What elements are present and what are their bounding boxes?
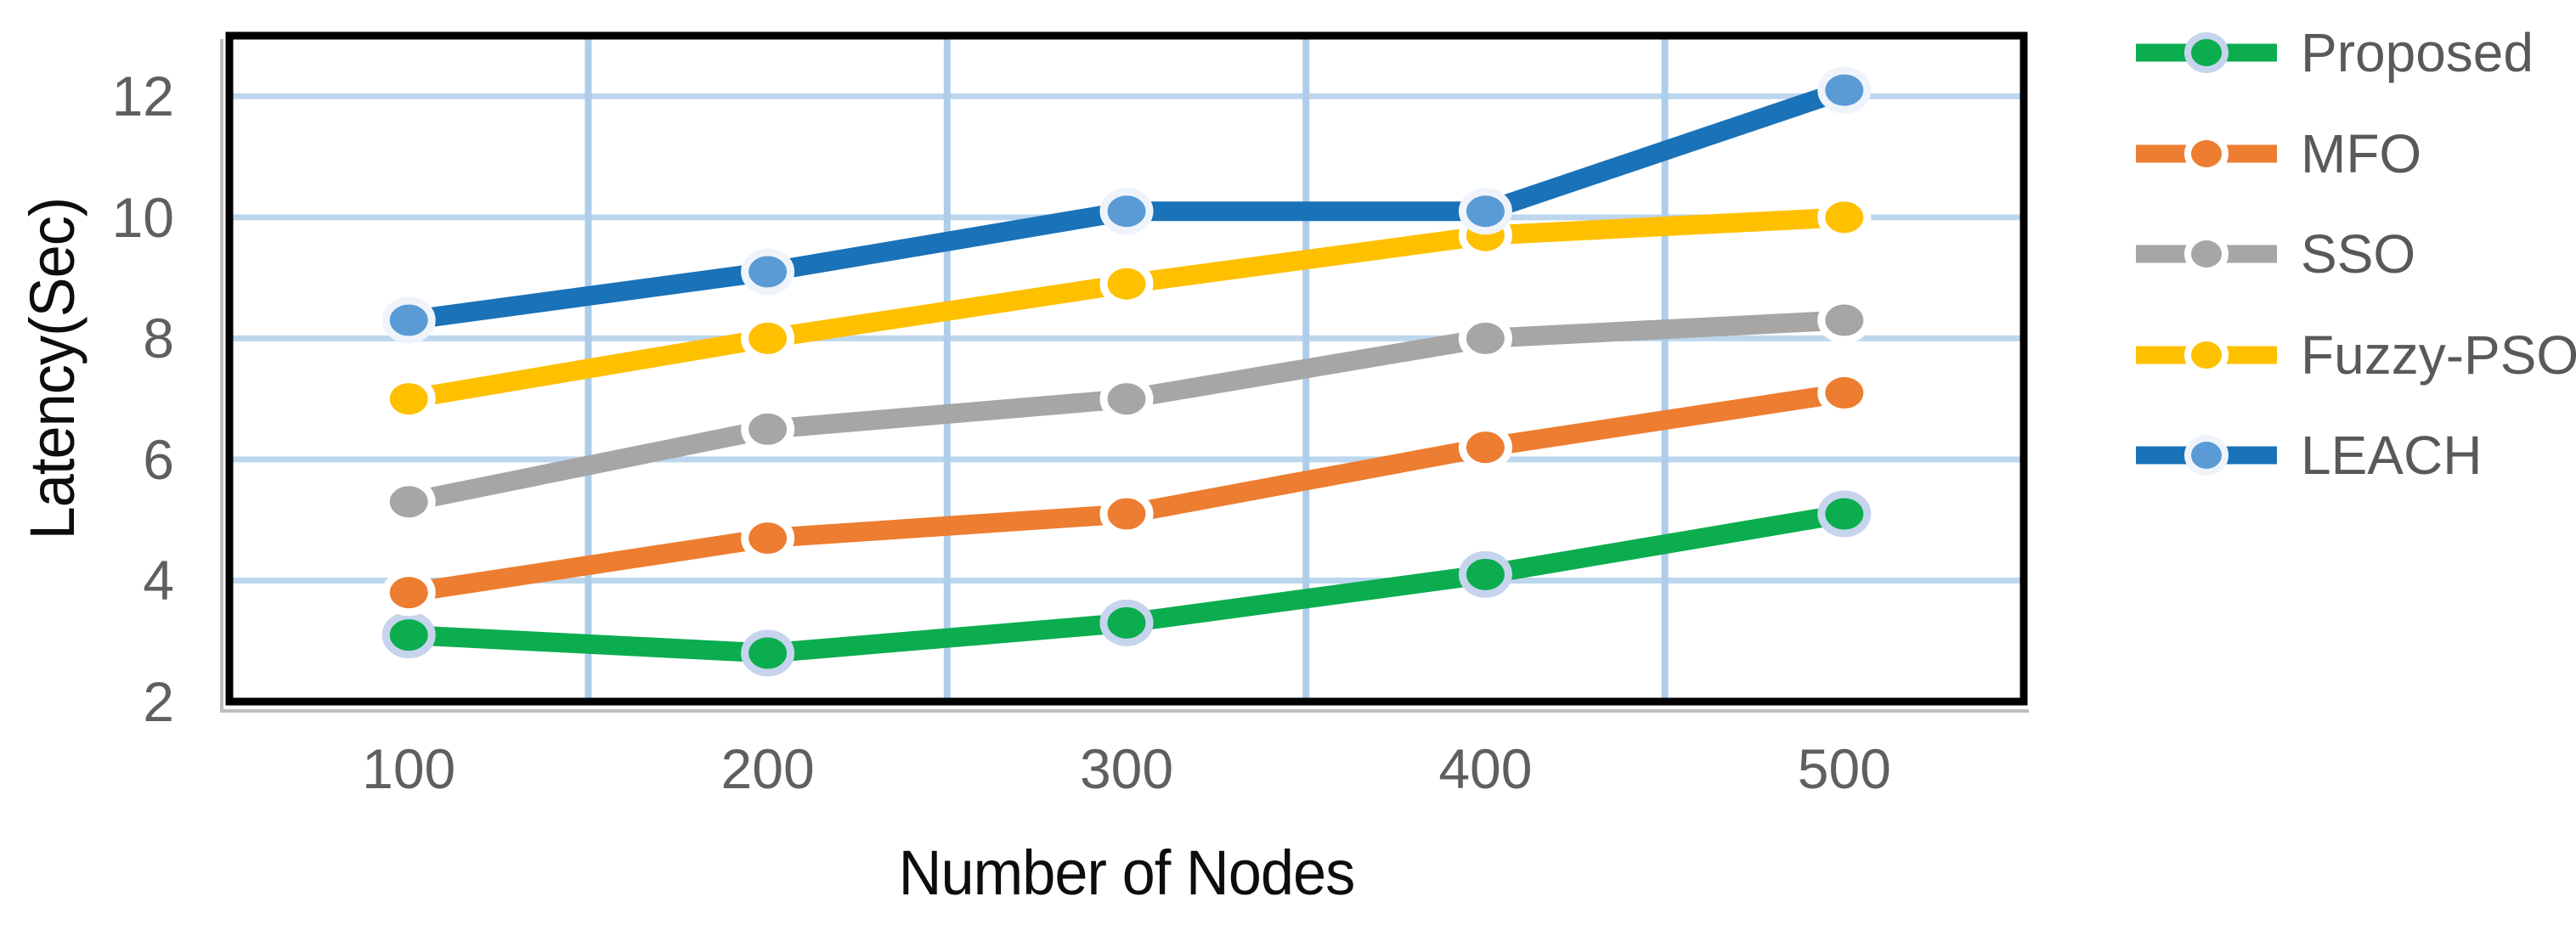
- legend-item-fuzzy-pso: Fuzzy-PSO: [2134, 317, 2576, 393]
- data-point-leach-300: [1099, 188, 1154, 235]
- data-point-proposed-200: [741, 629, 795, 677]
- data-point-sso-400: [1458, 314, 1512, 362]
- data-point-proposed-300: [1099, 599, 1154, 646]
- data-point-fuzzy-pso-300: [1099, 260, 1154, 307]
- data-point-proposed-500: [1817, 490, 1872, 538]
- legend-item-leach: LEACH: [2134, 417, 2482, 493]
- x-axis-tick-label: 400: [1438, 737, 1533, 800]
- data-point-mfo-100: [381, 569, 436, 617]
- legend-item-proposed: Proposed: [2134, 14, 2534, 91]
- x-axis-tick-label: 500: [1797, 737, 1891, 800]
- y-axis-tick-label: 4: [143, 549, 174, 612]
- y-axis-tick-label: 10: [111, 185, 174, 249]
- data-point-mfo-400: [1458, 424, 1512, 471]
- legend-marker-icon: [2136, 32, 2277, 73]
- x-axis-title: Number of Nodes: [898, 837, 1356, 908]
- legend-item-label: LEACH: [2301, 425, 2483, 486]
- y-axis-title: Latency(Sec): [17, 197, 88, 540]
- legend-marker-icon: [2136, 133, 2277, 174]
- data-point-leach-400: [1458, 188, 1512, 235]
- legend-item-mfo: MFO: [2134, 116, 2421, 192]
- series-line-fuzzy-pso: [398, 207, 1855, 409]
- data-point-proposed-100: [381, 612, 436, 659]
- legend-marker-icon: [2136, 435, 2277, 476]
- legend-marker-icon: [2136, 234, 2277, 274]
- data-point-fuzzy-pso-200: [741, 314, 795, 362]
- data-point-sso-300: [1099, 375, 1154, 423]
- legend-item-label: Proposed: [2301, 22, 2534, 83]
- data-point-sso-100: [381, 478, 436, 526]
- x-axis-tick-label: 100: [362, 737, 456, 800]
- data-point-leach-100: [381, 296, 436, 344]
- y-axis-tick-label: 2: [143, 670, 174, 733]
- plot-border: [225, 31, 2028, 706]
- data-point-leach-500: [1817, 66, 1872, 114]
- data-point-mfo-300: [1099, 490, 1154, 538]
- x-axis-tick-label: 200: [720, 737, 815, 800]
- y-axis-tick-label: 6: [143, 427, 174, 491]
- x-axis-tick-label: 300: [1079, 737, 1174, 800]
- data-point-sso-500: [1817, 296, 1872, 344]
- data-point-fuzzy-pso-500: [1817, 194, 1872, 241]
- legend-item-sso: SSO: [2134, 216, 2415, 292]
- data-point-mfo-500: [1817, 369, 1872, 417]
- y-axis-tick-label: 12: [111, 65, 174, 128]
- legend-marker-icon: [2136, 334, 2277, 375]
- data-point-sso-200: [741, 405, 795, 453]
- legend-item-label: SSO: [2301, 223, 2416, 285]
- data-point-leach-200: [741, 248, 795, 296]
- legend-item-label: MFO: [2301, 122, 2422, 184]
- legend-item-label: Fuzzy-PSO: [2301, 324, 2576, 386]
- data-point-proposed-400: [1458, 550, 1512, 598]
- y-axis-tick-label: 8: [143, 307, 174, 370]
- data-point-mfo-200: [741, 515, 795, 562]
- data-point-fuzzy-pso-100: [381, 375, 436, 423]
- plot-border-shadow: [220, 39, 2029, 713]
